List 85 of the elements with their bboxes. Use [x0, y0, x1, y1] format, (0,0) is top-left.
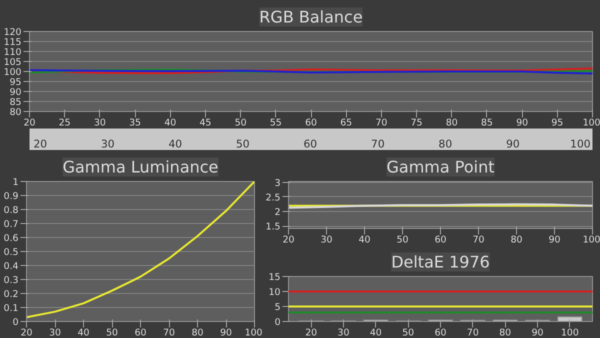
y-tick-label: 0.4 [4, 261, 19, 272]
x-tick-label: 50 [106, 328, 118, 338]
x-tick-label: 80 [510, 234, 522, 246]
y-tick-label: 5 [274, 302, 281, 313]
x-tick-label: 20 [282, 234, 294, 246]
y-tick-label: 0.1 [4, 303, 19, 314]
y-tick-label: 0.8 [4, 205, 19, 216]
y-tick-label: 0.7 [4, 219, 19, 230]
chart-title: Gamma Luminance [62, 158, 218, 176]
y-tick-label: 120 [4, 27, 22, 38]
x2-tick-label: 50 [236, 138, 250, 150]
x-tick-label: 25 [58, 118, 71, 128]
y-tick-label: 1.5 [266, 222, 281, 233]
y-tick-label: 0 [12, 317, 19, 328]
x-tick-label: 90 [220, 328, 232, 338]
x-tick-label: 90 [532, 328, 544, 338]
x-tick-label: 65 [340, 118, 352, 128]
x-tick-label: 20 [305, 328, 318, 338]
x-tick-label: 30 [338, 328, 350, 338]
x-tick-label: 60 [134, 328, 146, 338]
x-tick-label: 95 [551, 118, 564, 128]
y-tick-label: 1 [12, 177, 19, 188]
x-tick-label: 85 [481, 118, 493, 128]
x-tick-label: 40 [358, 234, 370, 246]
x-tick-label: 75 [410, 118, 423, 128]
x-tick-label: 90 [516, 118, 528, 128]
y-tick-label: 110 [4, 47, 22, 58]
y-tick-label: 90 [10, 87, 22, 98]
chart-title: Gamma Point [386, 158, 495, 176]
y-tick-label: 0.3 [4, 275, 19, 286]
x2-tick-label: 70 [371, 138, 385, 150]
x-tick-label: 100 [582, 234, 600, 246]
x-tick-label: 70 [466, 328, 479, 338]
x-tick-label: 80 [446, 118, 458, 128]
x2-tick-label: 100 [570, 138, 591, 150]
x-tick-label: 40 [78, 328, 90, 338]
x-tick-label: 20 [24, 118, 36, 128]
x2-tick-label: 20 [34, 138, 48, 150]
x-tick-label: 50 [396, 234, 408, 246]
chart-title: RGB Balance [259, 8, 363, 26]
y-tick-label: 100 [4, 67, 22, 78]
y-tick-label: 85 [10, 97, 22, 108]
x-tick-label: 20 [20, 328, 32, 338]
x-tick-label: 50 [402, 328, 414, 338]
x-tick-label: 60 [305, 118, 317, 128]
x-tick-label: 45 [200, 118, 212, 128]
x-tick-label: 35 [129, 118, 142, 128]
y-tick-label: 15 [268, 272, 281, 283]
y-tick-label: 115 [4, 37, 22, 48]
x-tick-label: 30 [49, 328, 61, 338]
x-tick-label: 80 [499, 328, 512, 338]
x-tick-label: 30 [320, 234, 332, 246]
x-tick-label: 70 [163, 328, 175, 338]
x-tick-label: 60 [434, 328, 446, 338]
y-tick-label: 0 [274, 317, 281, 328]
x-tick-label: 40 [164, 118, 176, 128]
y-tick-label: 95 [10, 77, 22, 88]
x-tick-label: 100 [582, 118, 600, 128]
y-tick-label: 0.2 [4, 289, 19, 300]
x-tick-label: 70 [375, 118, 388, 128]
x2-tick-label: 80 [438, 138, 452, 150]
y-tick-label: 3 [274, 178, 281, 189]
x-tick-label: 100 [560, 328, 579, 338]
x-tick-label: 30 [94, 118, 106, 128]
x-tick-label: 100 [244, 328, 263, 338]
y-tick-label: 0.5 [4, 247, 19, 258]
x-tick-label: 80 [192, 328, 204, 338]
x-tick-label: 60 [434, 234, 446, 246]
y-tick-label: 2.5 [266, 192, 281, 204]
chart-title: DeltaE 1976 [391, 252, 490, 272]
x-tick-label: 50 [234, 118, 247, 128]
y-tick-label: 0.9 [4, 191, 19, 202]
y-tick-label: 105 [4, 57, 22, 68]
y-tick-label: 80 [10, 107, 22, 118]
x-tick-label: 70 [472, 234, 484, 246]
x2-tick-label: 90 [506, 138, 520, 150]
x2-tick-label: 60 [304, 138, 318, 150]
x-tick-label: 90 [548, 234, 560, 246]
y-tick-label: 10 [268, 287, 281, 298]
x2-tick-label: 40 [168, 138, 182, 150]
x2-tick-label: 30 [101, 138, 115, 150]
y-tick-label: 0.6 [4, 233, 19, 244]
y-tick-label: 2 [274, 207, 281, 218]
x-tick-label: 40 [370, 328, 382, 338]
x-tick-label: 55 [270, 118, 282, 128]
